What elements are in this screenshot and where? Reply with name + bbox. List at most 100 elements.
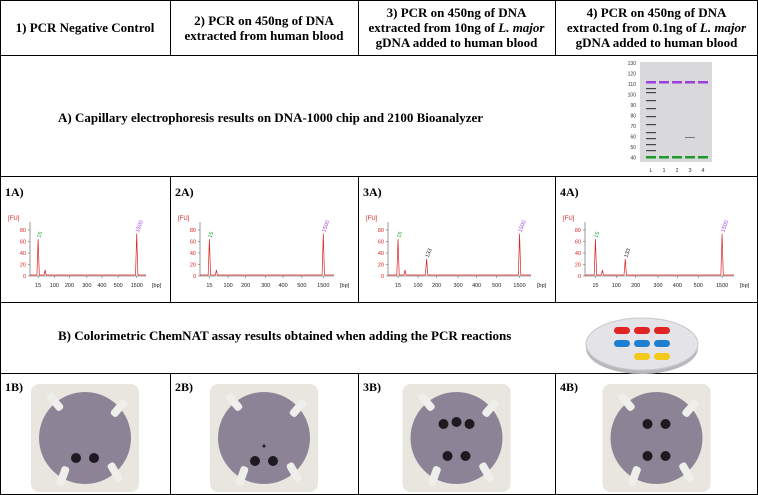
y-tick-label: 0 <box>23 274 26 280</box>
disc-notch <box>428 466 441 486</box>
gel-ladder-band <box>646 150 656 152</box>
gel-upper-marker <box>659 81 669 84</box>
assay-spot <box>262 444 266 448</box>
trace <box>388 233 531 276</box>
peak-label: 15 <box>36 231 44 239</box>
gel-lower-marker <box>659 156 669 159</box>
header-cell: 4) PCR on 450ng of DNA extracted from 0.… <box>555 0 758 55</box>
gel-lower-marker <box>672 156 682 159</box>
assay-spot <box>642 451 653 461</box>
x-tick-label: 500 <box>492 283 501 289</box>
gel-size-label: 50 <box>630 145 636 151</box>
y-tick-label: 60 <box>575 240 581 246</box>
header-text: 1) PCR Negative Control <box>15 20 155 35</box>
trace <box>30 233 146 276</box>
y-tick-label: 0 <box>193 274 196 280</box>
trace <box>585 233 734 276</box>
x-axis-unit: [bp] <box>152 283 162 289</box>
assay-spot <box>250 456 260 466</box>
x-tick-label: 300 <box>653 283 662 289</box>
disc-notch <box>679 462 694 482</box>
trace <box>200 233 334 276</box>
peak-label: 15 <box>396 231 404 239</box>
peak-label: 15 <box>208 231 216 239</box>
gel-sample-band <box>685 137 695 138</box>
x-tick-label: 200 <box>241 283 250 289</box>
y-tick-label: 20 <box>575 263 581 269</box>
header-italic: L. major <box>498 20 545 35</box>
peak-label: 1500 <box>135 220 145 234</box>
assay-spot <box>642 419 653 429</box>
panel-label: 1A) <box>5 185 24 199</box>
disc-notch <box>479 462 494 482</box>
gel-upper-marker <box>698 81 708 84</box>
x-tick-label: 1500 <box>131 283 143 289</box>
disc-notch <box>286 462 302 482</box>
gel-size-label: 110 <box>628 82 636 88</box>
assay-spot <box>660 451 671 461</box>
gel-size-label: 80 <box>630 114 636 120</box>
disc-notch <box>418 392 435 412</box>
y-axis-label: [FU] <box>563 216 575 222</box>
assay-spot <box>438 419 449 429</box>
header-text: 4) PCR on 450ng of DNA extracted from 0.… <box>566 5 727 35</box>
gel-lower-marker <box>685 156 695 159</box>
y-tick-label: 40 <box>20 251 26 257</box>
gel-size-label: 120 <box>628 72 637 78</box>
y-tick-label: 60 <box>20 240 26 246</box>
disc-notch <box>618 392 635 412</box>
peak-label: 133 <box>425 248 434 259</box>
panel-label: 4B) <box>560 380 578 394</box>
assay-spot <box>442 451 453 461</box>
plate-icon <box>585 317 699 374</box>
y-tick-label: 0 <box>578 274 581 280</box>
gel-upper-marker <box>646 81 656 84</box>
y-tick-label: 80 <box>20 228 26 234</box>
x-axis-unit: [bp] <box>740 283 750 289</box>
panel-label: 1B) <box>5 380 23 394</box>
x-tick-label: 100 <box>50 283 59 289</box>
y-tick-label: 0 <box>381 274 384 280</box>
gel-lower-marker <box>698 156 708 159</box>
gel-size-label: 90 <box>630 103 636 109</box>
gel-upper-marker <box>672 81 682 84</box>
gel-ladder-band <box>646 88 656 90</box>
gel-ladder-band <box>646 138 656 140</box>
section-title: A) Capillary electrophoresis results on … <box>58 110 484 125</box>
gel-lane-label: 3 <box>688 168 691 174</box>
panel-label: 2B) <box>175 380 193 394</box>
gel-background <box>640 62 712 162</box>
x-tick-label: 15 <box>395 283 401 289</box>
panel-label: 4A) <box>560 185 579 199</box>
x-axis-unit: [bp] <box>537 283 547 289</box>
panel-label: 3B) <box>363 380 381 394</box>
y-tick-label: 20 <box>378 263 384 269</box>
disc-notch <box>56 466 70 486</box>
y-axis-label: [FU] <box>366 216 378 222</box>
gel-lower-marker <box>646 156 656 159</box>
disc-notch <box>235 466 249 486</box>
x-tick-label: 400 <box>472 283 481 289</box>
gel-ladder-band <box>646 100 656 102</box>
disc-notch <box>46 392 64 412</box>
header-text: gDNA added to human blood <box>375 35 538 50</box>
peak-label: 15 <box>594 231 602 239</box>
gel-ladder-band <box>646 132 656 134</box>
x-tick-label: 15 <box>206 283 212 289</box>
assay-spot <box>460 451 471 461</box>
y-tick-label: 40 <box>575 251 581 257</box>
x-tick-label: 200 <box>631 283 640 289</box>
gel-size-label: 70 <box>630 124 636 130</box>
y-tick-label: 20 <box>190 263 196 269</box>
assay-spot <box>268 456 278 466</box>
gel-size-label: 40 <box>630 156 636 162</box>
x-tick-label: 1500 <box>716 283 728 289</box>
y-tick-label: 40 <box>190 251 196 257</box>
header-cell: 1) PCR Negative Control <box>0 0 170 55</box>
y-tick-label: 60 <box>190 240 196 246</box>
gel-ladder-band <box>646 116 656 118</box>
x-tick-label: 15 <box>35 283 41 289</box>
gel-ladder-band <box>646 124 656 126</box>
gel-lane-label: 4 <box>701 168 704 174</box>
